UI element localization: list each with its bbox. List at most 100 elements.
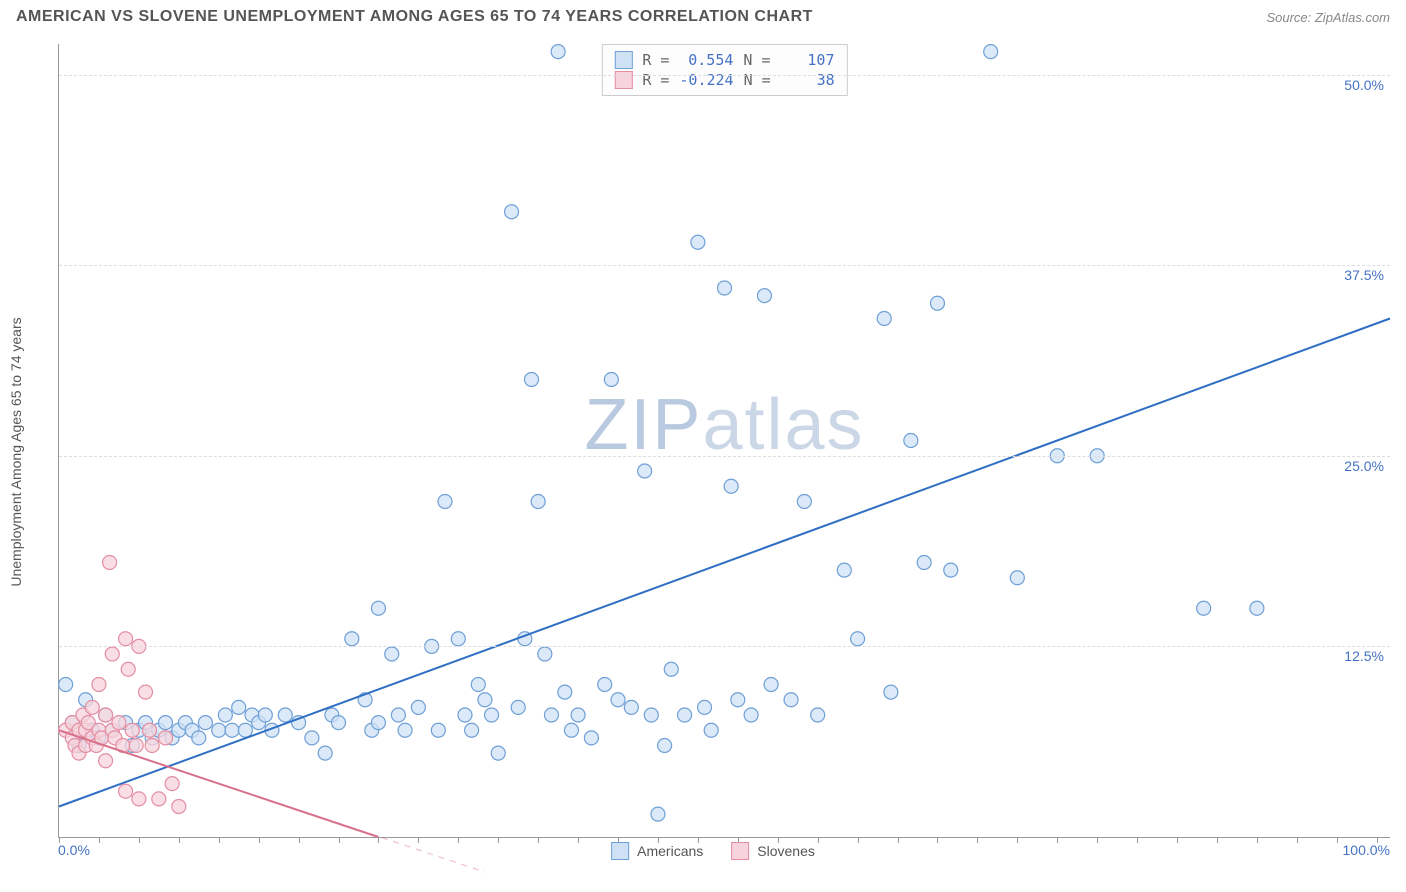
data-point — [564, 723, 578, 737]
data-point — [99, 708, 113, 722]
data-point — [192, 731, 206, 745]
data-point — [119, 784, 133, 798]
legend-swatch — [731, 842, 749, 860]
gridline — [59, 456, 1390, 457]
data-point — [757, 289, 771, 303]
data-point — [218, 708, 232, 722]
data-point — [152, 792, 166, 806]
data-point — [458, 708, 472, 722]
data-point — [112, 716, 126, 730]
data-point — [158, 731, 172, 745]
data-point — [139, 685, 153, 699]
data-point — [232, 700, 246, 714]
x-tick — [139, 837, 140, 843]
x-tick — [418, 837, 419, 843]
x-tick — [339, 837, 340, 843]
stat-r-value: 0.554 — [679, 51, 733, 69]
legend-label: Americans — [637, 843, 703, 859]
data-point — [411, 700, 425, 714]
trend-line — [59, 319, 1390, 807]
x-tick — [1057, 837, 1058, 843]
data-point — [438, 495, 452, 509]
data-point — [465, 723, 479, 737]
data-point — [478, 693, 492, 707]
data-point — [604, 373, 618, 387]
trend-line-dashed — [165, 765, 484, 872]
data-point — [644, 708, 658, 722]
data-point — [698, 700, 712, 714]
data-point — [538, 647, 552, 661]
data-point — [718, 281, 732, 295]
stat-n-value: 107 — [781, 51, 835, 69]
stats-legend: R =0.554N =107R =-0.224N =38 — [601, 44, 847, 96]
data-point — [491, 746, 505, 760]
x-tick — [299, 837, 300, 843]
x-tick — [858, 837, 859, 843]
legend-label: Slovenes — [757, 843, 815, 859]
data-point — [784, 693, 798, 707]
source-label: Source: ZipAtlas.com — [1266, 10, 1390, 25]
data-point — [391, 708, 405, 722]
x-tick — [1017, 837, 1018, 843]
x-tick — [219, 837, 220, 843]
data-point — [103, 556, 117, 570]
x-tick — [259, 837, 260, 843]
data-point — [511, 700, 525, 714]
plot-area: ZIPatlas R =0.554N =107R =-0.224N =38 12… — [58, 44, 1390, 838]
series-legend: Americans Slovenes — [611, 842, 815, 860]
data-point — [212, 723, 226, 737]
data-point — [258, 708, 272, 722]
data-point — [551, 45, 565, 59]
x-tick — [1137, 837, 1138, 843]
chart-svg — [59, 44, 1390, 837]
data-point — [451, 632, 465, 646]
x-tick — [1257, 837, 1258, 843]
data-point — [764, 678, 778, 692]
data-point — [704, 723, 718, 737]
data-point — [238, 723, 252, 737]
legend-swatch — [611, 842, 629, 860]
data-point — [1250, 601, 1264, 615]
x-tick — [977, 837, 978, 843]
data-point — [571, 708, 585, 722]
data-point — [731, 693, 745, 707]
data-point — [1197, 601, 1211, 615]
y-axis-label: Unemployment Among Ages 65 to 74 years — [8, 317, 24, 586]
data-point — [345, 632, 359, 646]
x-tick — [538, 837, 539, 843]
stats-row: R =0.554N =107 — [614, 51, 834, 69]
data-point — [485, 708, 499, 722]
y-tick-label: 37.5% — [1344, 267, 1384, 283]
data-point — [531, 495, 545, 509]
data-point — [471, 678, 485, 692]
data-point — [525, 373, 539, 387]
data-point — [904, 434, 918, 448]
data-point — [930, 296, 944, 310]
y-tick-label: 12.5% — [1344, 648, 1384, 664]
data-point — [811, 708, 825, 722]
data-point — [385, 647, 399, 661]
trend-line — [59, 730, 378, 837]
y-tick-label: 25.0% — [1344, 458, 1384, 474]
gridline — [59, 265, 1390, 266]
chart-container: Unemployment Among Ages 65 to 74 years Z… — [36, 44, 1390, 860]
x-tick — [1337, 837, 1338, 843]
x-tick — [1217, 837, 1218, 843]
data-point — [318, 746, 332, 760]
data-point — [611, 693, 625, 707]
x-tick — [818, 837, 819, 843]
data-point — [584, 731, 598, 745]
data-point — [92, 678, 106, 692]
data-point — [877, 312, 891, 326]
data-point — [505, 205, 519, 219]
data-point — [984, 45, 998, 59]
data-point — [691, 235, 705, 249]
data-point — [544, 708, 558, 722]
data-point — [132, 792, 146, 806]
data-point — [797, 495, 811, 509]
legend-item: Slovenes — [731, 842, 815, 860]
data-point — [225, 723, 239, 737]
data-point — [158, 716, 172, 730]
data-point — [1010, 571, 1024, 585]
data-point — [119, 632, 133, 646]
